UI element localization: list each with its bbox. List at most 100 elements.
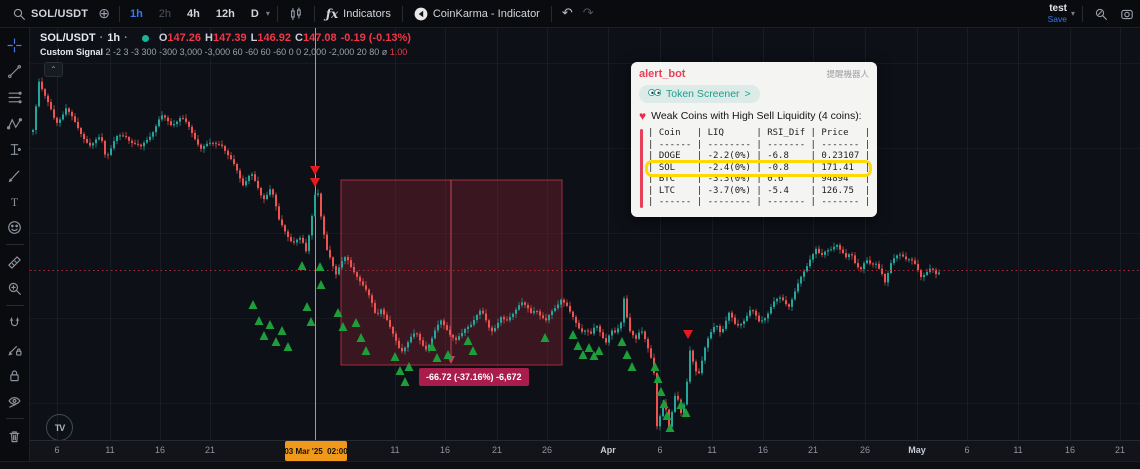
buy-signal-marker [338,322,348,331]
token-screener-pill[interactable]: Token Screener > [639,85,760,103]
buy-signal-marker [265,320,275,329]
buy-signal-marker [443,350,453,359]
time-tick: 21 [1114,445,1125,455]
measure-result-badge: -66.72 (-37.16%) -6,672 [419,368,529,386]
screener-table-row: | ------ | -------- | ------- | ------- … [648,139,871,150]
lock-drawings-tool-button[interactable] [3,363,27,387]
trend-line-tool-button[interactable] [3,59,27,83]
quick-search-icon [1094,7,1108,21]
toolbar-divider [118,5,120,22]
drawing-toolbar: T [0,28,30,469]
buy-signal-marker [665,423,675,432]
symbol-name: SOL/USDT [31,7,89,20]
fib-retracement-tool-button[interactable] [3,85,27,109]
buy-signal-marker [659,399,669,408]
toolbar-divider [550,5,552,22]
buy-signal-marker [333,308,343,317]
text-tool-button[interactable]: T [3,189,27,213]
timeframe-1h[interactable]: 1h [129,7,143,20]
buy-signal-marker [653,374,663,383]
buy-signal-marker [390,352,400,361]
time-tick: 6 [54,445,60,455]
timeframe-chevron-down-icon[interactable]: ▾ [265,9,270,18]
pill-chevron-icon: > [744,88,751,100]
trend-line-tool-icon [7,64,22,79]
text-tool-icon: T [7,194,22,209]
buy-signal-marker [306,317,316,326]
buy-signal-marker [254,316,264,325]
alert-popup: alert_bot 提醒機器人 Token Screener > ♥ Weak … [631,62,877,217]
brush-tool-button[interactable] [3,163,27,187]
candlestick-style-icon [289,6,303,21]
redo-button[interactable]: ↷ [582,6,594,21]
indicators-button[interactable]: ƒx Indicators [320,4,397,24]
drawing-mode-tool-button[interactable] [3,337,27,361]
position-tool-button[interactable] [3,137,27,161]
coinkarma-label: CoinKarma - Indicator [432,7,540,20]
fib-retracement-tool-icon [7,90,22,105]
magnet-tool-button[interactable] [3,311,27,335]
event-time-badge: 03 Mar '25 02:00 [284,441,348,461]
timeframe-2h[interactable]: 2h [158,7,172,20]
timeframe-4h[interactable]: 4h [187,7,200,20]
zoom-in-tool-button[interactable] [3,276,27,300]
time-tick: 21 [204,445,215,455]
toolbar-divider [1082,5,1083,22]
timeframe-12h[interactable]: 12h [215,7,235,20]
time-tick: 16 [757,445,768,455]
save-label: Save [1047,13,1067,24]
quick-search-button[interactable] [1088,4,1114,24]
snapshot-button[interactable] [1114,4,1134,24]
screener-table-row: | BTC | -3.3(0%) | 0.6 | 94894 | [648,174,871,184]
emoji-tool-button[interactable] [3,215,27,239]
candlestick-plot [30,28,1140,440]
price-chart[interactable]: SOL/USDT · 1h · O147.26 H147.39 L146.92 … [30,28,1140,440]
buy-signal-marker [432,353,442,362]
buy-signal-marker [248,300,258,309]
layout-save-menu[interactable]: test Save [1047,3,1067,24]
timeframe-D[interactable]: D [250,7,259,20]
hide-drawings-tool-button[interactable] [3,389,27,413]
svg-text:T: T [11,195,18,208]
buy-signal-marker [650,362,660,371]
time-tick: 26 [859,445,870,455]
symbol-search-button[interactable]: SOL/USDT [6,4,94,24]
toolbar-divider [313,5,315,22]
undo-button[interactable]: ↶ [561,6,573,21]
quote-bar [640,129,643,208]
ruler-tool-button[interactable] [3,250,27,274]
screener-row-highlighted: | SOL | -2.4(0%) | -0.8 | 171.41 | [648,162,871,174]
ruler-tool-icon [7,255,22,270]
legend-collapse-button[interactable]: ⌃ [44,62,63,77]
time-axis[interactable]: 6 11 16 21 11 16 21 26 Apr 6 11 16 21 26 May 6 11 16 21 03 … [30,440,1140,461]
crosshair-tool-button[interactable] [3,33,27,57]
time-tick: 26 [541,445,552,455]
remove-drawings-tool-icon [7,429,22,444]
chart-style-button[interactable] [283,4,309,24]
buy-signal-marker [404,362,414,371]
buy-signal-marker [627,362,637,371]
buy-signal-marker [315,262,325,271]
toolbar-divider [276,5,278,22]
buy-signal-marker [259,331,269,340]
lock-drawings-tool-icon [7,368,22,383]
coinkarma-indicator-button[interactable]: CoinKarma - Indicator [408,4,546,24]
timeframe-group: 1h 2h 4h 12h D [125,5,264,23]
pattern-tool-icon [7,116,22,131]
compare-add-symbol-button[interactable]: ⊕ [98,5,110,21]
pattern-tool-button[interactable] [3,111,27,135]
buy-signal-marker [594,346,604,355]
buy-signal-marker [540,333,550,342]
time-tick: 16 [439,445,450,455]
buy-signal-marker [351,318,361,327]
buy-signal-marker [617,337,627,346]
drawing-mode-tool-icon [7,342,22,357]
screener-heading: Weak Coins with High Sell Liquidity (4 c… [651,110,862,122]
emoji-tool-icon [7,220,22,235]
search-icon [12,7,26,21]
screener-table-row: | LTC | -3.7(0%) | -5.4 | 126.75 | [648,185,871,196]
alert-bot-subtitle: 提醒機器人 [826,69,869,79]
remove-drawings-tool-button[interactable] [3,424,27,448]
layout-chevron-down-icon[interactable]: ▾ [1070,9,1075,18]
